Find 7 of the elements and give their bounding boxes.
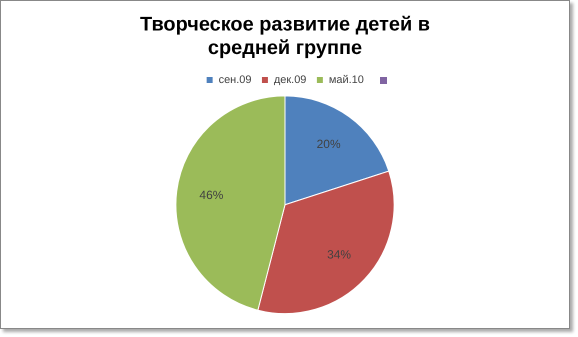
data-label: 46%: [199, 188, 224, 202]
chart-title: Творческое развитие детей в средней группе: [140, 13, 430, 60]
data-label: 34%: [327, 248, 352, 262]
legend-label: май.10: [328, 74, 364, 86]
legend-label: сен.09: [218, 74, 252, 86]
data-label: 20%: [316, 137, 341, 152]
legend-label: дек.09: [274, 74, 306, 86]
